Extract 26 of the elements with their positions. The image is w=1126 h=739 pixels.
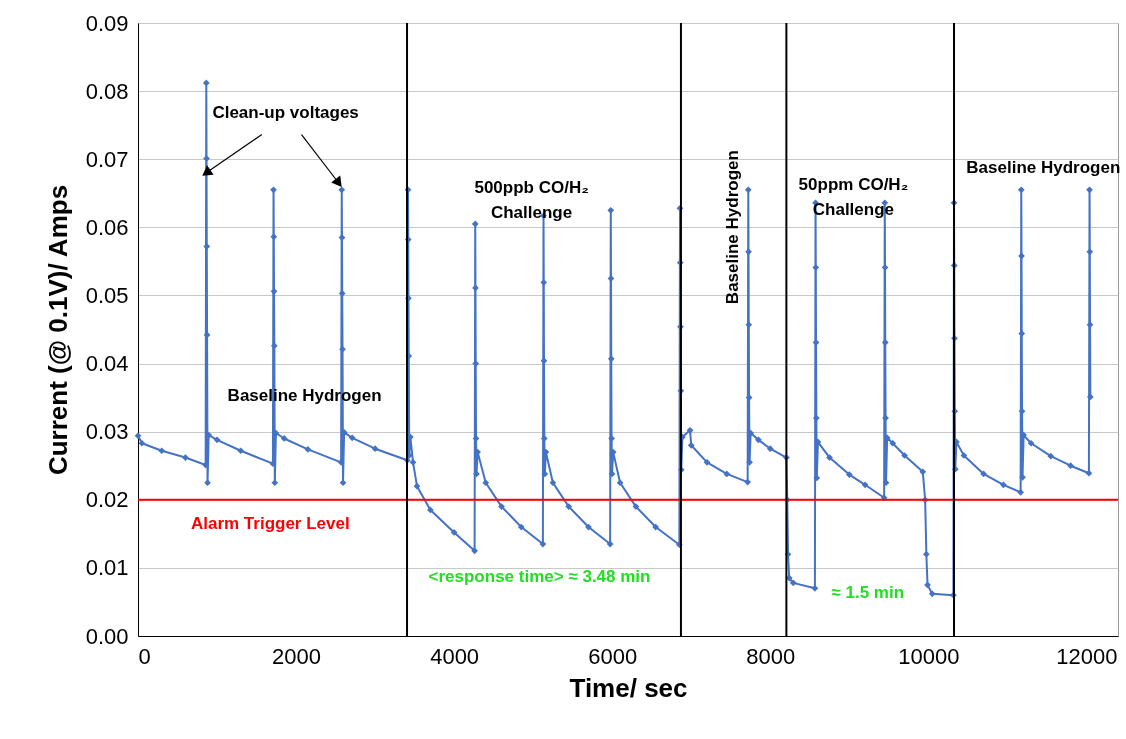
x-axis-title: Time/ sec [569, 672, 688, 703]
x-tick-label: 8000 [746, 643, 796, 669]
annotation: Baseline Hydrogen [966, 158, 1121, 178]
y-tick-label: 0.08 [85, 78, 129, 104]
y-tick-label: 0.06 [85, 214, 129, 240]
annotation: Baseline Hydrogen [723, 150, 743, 305]
x-tick-label: 6000 [588, 643, 638, 669]
y-tick-label: 0.01 [85, 555, 129, 581]
y-tick-label: 0.04 [85, 351, 129, 377]
ref-line-label: Alarm Trigger Level [190, 513, 350, 533]
y-tick-label: 0.05 [85, 282, 129, 308]
annotation: Clean-up voltages [212, 103, 359, 123]
y-tick-label: 0.09 [85, 10, 129, 36]
x-tick-label: 0 [138, 643, 151, 669]
x-tick-label: 12000 [1056, 643, 1118, 669]
annotation: ≈ 1.5 min [831, 583, 905, 603]
y-tick-label: 0.07 [85, 146, 129, 172]
y-tick-label: 0.02 [85, 487, 129, 513]
y-axis-title: Current (@ 0.1V)/ Amps [42, 184, 73, 476]
y-tick-label: 0.03 [85, 419, 129, 445]
x-tick-label: 10000 [898, 643, 960, 669]
annotation: <response time> ≈ 3.48 min [428, 566, 651, 586]
x-tick-label: 4000 [430, 643, 480, 669]
x-tick-label: 2000 [272, 643, 322, 669]
y-tick-label: 0.00 [85, 623, 129, 649]
annotation: 500ppb CO/H₂ Challenge [474, 177, 589, 222]
